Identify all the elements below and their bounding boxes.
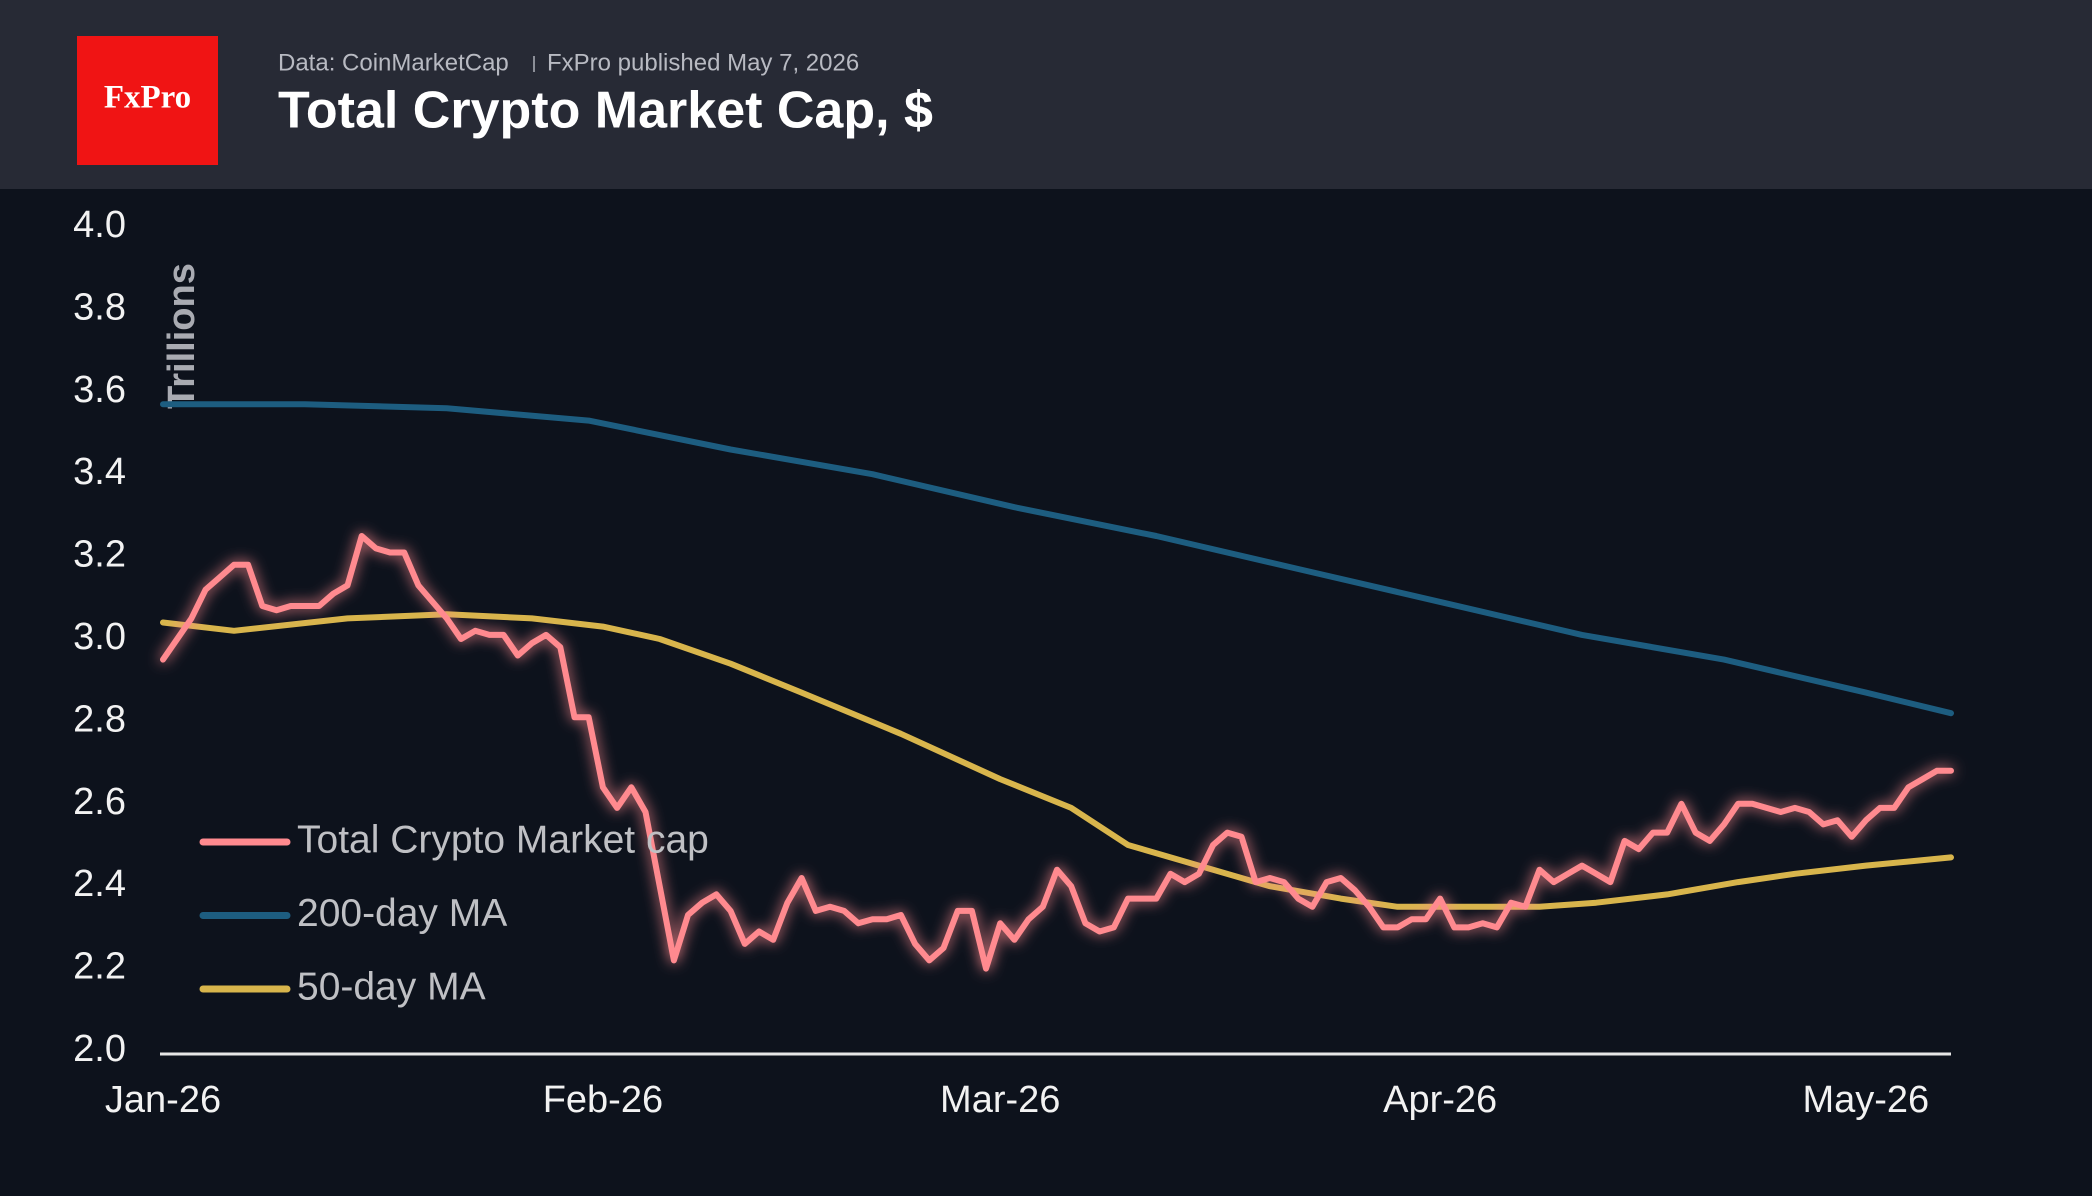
y-tick-label: 4.0 [73, 204, 126, 246]
chart-title: Total Crypto Market Cap, $ [278, 82, 933, 140]
x-tick-label: May-26 [1802, 1079, 1929, 1121]
legend-label: 50-day MA [297, 965, 486, 1008]
y-axis-label: Trillions [161, 263, 203, 409]
subtitle: FxPro published May 7, 2026 [547, 49, 859, 76]
x-tick-label: Jan-26 [105, 1079, 221, 1121]
source: Data: CoinMarketCap [278, 49, 509, 76]
x-tick-label: Apr-26 [1383, 1079, 1497, 1121]
y-tick-label: 3.6 [73, 369, 126, 411]
legend-label: 200-day MA [297, 892, 507, 935]
series-line [160, 611, 1954, 910]
header [0, 0, 2092, 189]
y-tick-label: 3.4 [73, 451, 126, 493]
y-tick-label: 2.0 [73, 1028, 126, 1070]
legend-label: Total Crypto Market cap [297, 818, 709, 861]
y-tick-label: 2.2 [73, 946, 126, 988]
x-tick-label: Mar-26 [940, 1079, 1060, 1121]
series-line [160, 533, 1954, 972]
y-tick-label: 2.4 [73, 863, 126, 905]
logo [77, 36, 218, 165]
x-tick-label: Feb-26 [543, 1079, 663, 1121]
logo-text: FxPro [104, 80, 191, 116]
y-tick-label: 3.8 [73, 286, 126, 328]
y-tick-label: 3.2 [73, 534, 126, 576]
series-line [160, 401, 1954, 717]
y-tick-label: 3.0 [73, 616, 126, 658]
y-tick-label: 2.8 [73, 698, 126, 740]
y-tick-label: 2.6 [73, 781, 126, 823]
